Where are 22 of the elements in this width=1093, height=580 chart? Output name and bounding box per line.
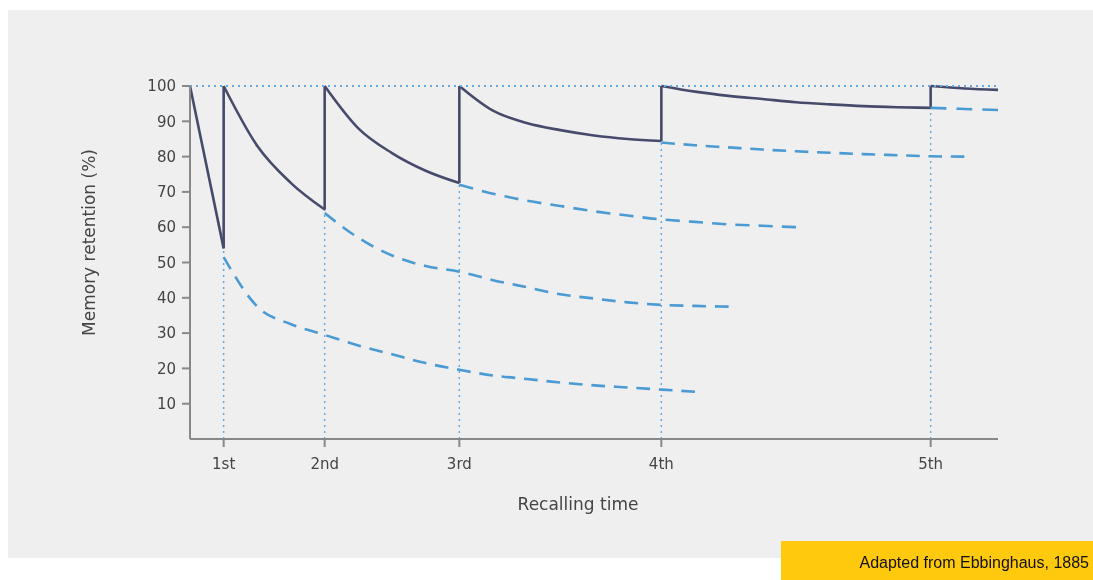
x-tick-label: 2nd bbox=[310, 455, 339, 473]
y-tick-label: 60 bbox=[156, 218, 176, 237]
line-series bbox=[323, 211, 730, 308]
x-tick-label: 3rd bbox=[446, 455, 472, 473]
line-series bbox=[458, 183, 798, 229]
y-tick-label: 90 bbox=[156, 112, 176, 131]
y-axis-title: Memory retention (%) bbox=[79, 149, 99, 336]
y-tick-label: 30 bbox=[156, 324, 176, 343]
y-tick-label: 40 bbox=[156, 289, 176, 308]
line-series bbox=[660, 141, 966, 158]
x-axis-title: Recalling time bbox=[517, 494, 639, 514]
text: Adapted from Ebbinghaus, 1885 bbox=[859, 554, 1090, 571]
y-tick-label: 10 bbox=[156, 394, 176, 413]
line-series bbox=[222, 255, 697, 393]
y-tick-label: 100 bbox=[147, 77, 176, 96]
y-tick-label: 50 bbox=[156, 253, 176, 272]
x-tick-label: 5th bbox=[918, 455, 944, 473]
x-tick-label: 4th bbox=[648, 455, 674, 473]
y-tick-label: 20 bbox=[156, 359, 176, 378]
x-tick-label: 1st bbox=[212, 455, 236, 473]
y-tick-label: 70 bbox=[156, 183, 176, 202]
y-tick-label: 80 bbox=[156, 147, 176, 166]
